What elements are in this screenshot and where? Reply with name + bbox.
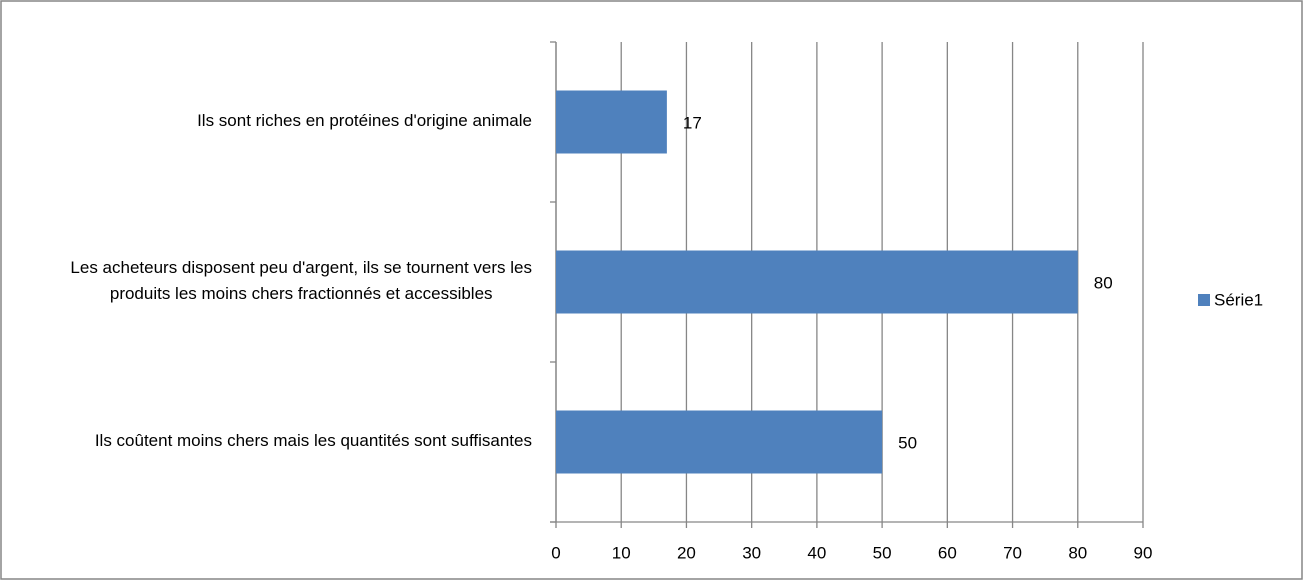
bar [556, 90, 667, 154]
y-tick-label-line: produits les moins chers fractionnés et … [110, 284, 493, 303]
x-tick-label: 50 [873, 543, 892, 562]
legend-swatch [1198, 294, 1210, 306]
x-tick-label: 0 [551, 543, 560, 562]
x-tick-label: 80 [1068, 543, 1087, 562]
x-tick-label: 70 [1003, 543, 1022, 562]
x-tick-label: 40 [807, 543, 826, 562]
data-label: 80 [1094, 273, 1113, 292]
y-tick-label-line: Ils sont riches en protéines d'origine a… [197, 111, 532, 130]
y-tick-label-line: Les acheteurs disposent peu d'argent, il… [70, 258, 532, 277]
bar [556, 410, 883, 474]
legend-label: Série1 [1214, 290, 1263, 309]
x-tick-label: 60 [938, 543, 957, 562]
x-tick-label: 30 [742, 543, 761, 562]
x-tick-label: 90 [1134, 543, 1153, 562]
data-label: 50 [898, 433, 917, 452]
bar [556, 250, 1078, 314]
x-tick-label: 10 [612, 543, 631, 562]
data-label: 17 [683, 113, 702, 132]
y-tick-label: Les acheteurs disposent peu d'argent, il… [70, 258, 532, 303]
x-tick-label: 20 [677, 543, 696, 562]
y-tick-label: Ils coûtent moins chers mais les quantit… [95, 431, 532, 450]
y-tick-label: Ils sont riches en protéines d'origine a… [197, 111, 532, 130]
y-tick-label-line: Ils coûtent moins chers mais les quantit… [95, 431, 532, 450]
